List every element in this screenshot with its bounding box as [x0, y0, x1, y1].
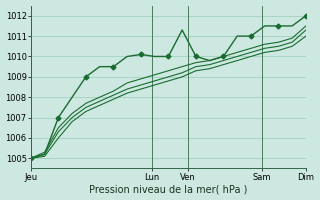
X-axis label: Pression niveau de la mer( hPa ): Pression niveau de la mer( hPa ) [89, 184, 248, 194]
